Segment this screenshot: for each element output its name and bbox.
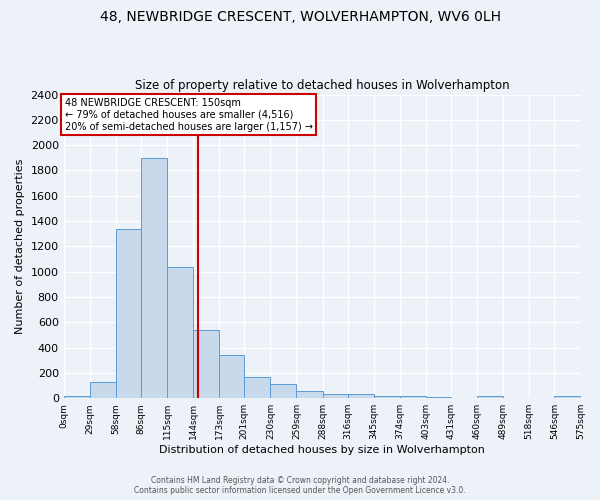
Bar xyxy=(554,396,581,398)
Bar xyxy=(219,355,244,398)
Bar xyxy=(90,382,116,398)
Title: Size of property relative to detached houses in Wolverhampton: Size of property relative to detached ho… xyxy=(135,79,509,92)
Bar xyxy=(348,394,374,398)
Bar xyxy=(193,330,219,398)
Bar xyxy=(426,397,451,398)
Text: Contains HM Land Registry data © Crown copyright and database right 2024.
Contai: Contains HM Land Registry data © Crown c… xyxy=(134,476,466,495)
Bar xyxy=(271,384,296,398)
Bar xyxy=(167,266,193,398)
Bar xyxy=(244,376,271,398)
Bar xyxy=(64,396,90,398)
Text: 48, NEWBRIDGE CRESCENT, WOLVERHAMPTON, WV6 0LH: 48, NEWBRIDGE CRESCENT, WOLVERHAMPTON, W… xyxy=(100,10,500,24)
Bar xyxy=(400,396,426,398)
Bar xyxy=(477,396,503,398)
Bar xyxy=(116,228,141,398)
Bar xyxy=(323,394,348,398)
X-axis label: Distribution of detached houses by size in Wolverhampton: Distribution of detached houses by size … xyxy=(159,445,485,455)
Bar xyxy=(141,158,167,398)
Bar xyxy=(374,396,400,398)
Y-axis label: Number of detached properties: Number of detached properties xyxy=(15,158,25,334)
Bar xyxy=(296,391,323,398)
Text: 48 NEWBRIDGE CRESCENT: 150sqm
← 79% of detached houses are smaller (4,516)
20% o: 48 NEWBRIDGE CRESCENT: 150sqm ← 79% of d… xyxy=(65,98,313,132)
